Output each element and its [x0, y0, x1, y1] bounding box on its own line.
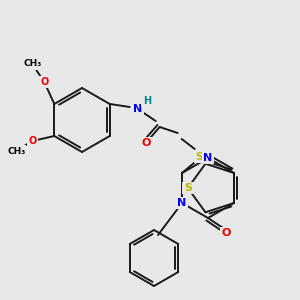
Text: O: O: [40, 77, 48, 87]
Text: CH₃: CH₃: [7, 146, 26, 155]
Text: S: S: [196, 152, 204, 162]
Text: S: S: [184, 183, 192, 193]
Text: N: N: [177, 198, 187, 208]
Text: CH₃: CH₃: [23, 59, 41, 68]
Text: O: O: [28, 136, 36, 146]
Text: N: N: [203, 153, 213, 163]
Text: N: N: [133, 104, 142, 114]
Text: H: H: [143, 96, 151, 106]
Text: O: O: [141, 138, 150, 148]
Text: O: O: [221, 228, 231, 238]
